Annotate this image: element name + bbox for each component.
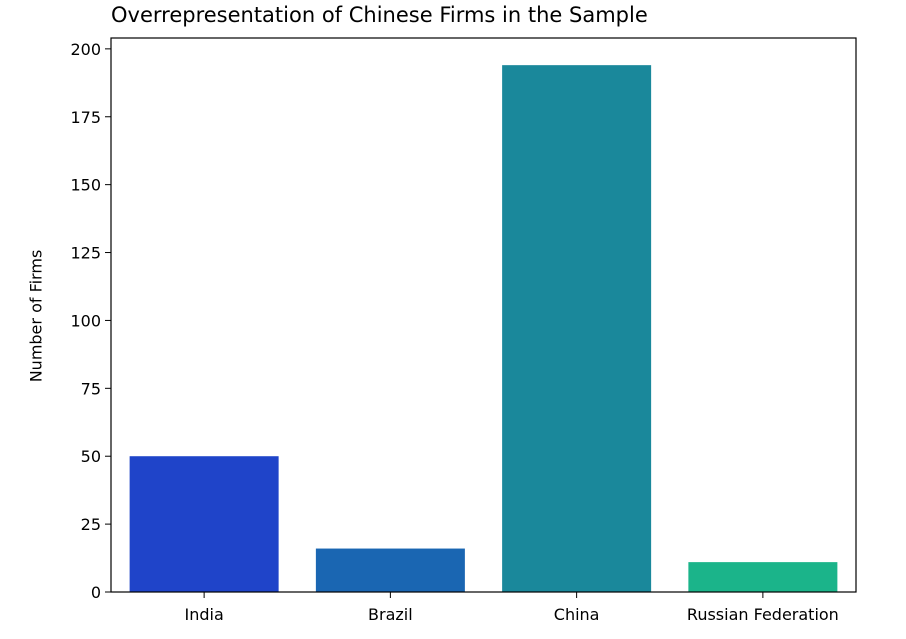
bars (129, 65, 838, 592)
chart-title: Overrepresentation of Chinese Firms in t… (111, 3, 648, 27)
x-axis-ticks: India Brazil China Russian Federation (184, 592, 839, 624)
y-tick-label: 100 (70, 311, 101, 330)
x-tick-label: Brazil (368, 605, 413, 624)
x-tick-label: China (554, 605, 600, 624)
y-tick-label: 175 (70, 108, 101, 127)
bar-china (502, 65, 652, 592)
y-tick-label: 150 (70, 176, 101, 195)
bar-russian-federation (688, 562, 838, 592)
x-tick-label: India (184, 605, 223, 624)
y-axis-ticks: 0 25 50 75 100 125 150 175 200 (70, 40, 111, 602)
y-tick-label: 25 (81, 515, 101, 534)
y-tick-label: 50 (81, 447, 101, 466)
bar-brazil (315, 548, 465, 592)
y-tick-label: 0 (91, 583, 101, 602)
bar-india (129, 456, 279, 592)
y-tick-label: 200 (70, 40, 101, 59)
y-tick-label: 75 (81, 379, 101, 398)
y-tick-label: 125 (70, 244, 101, 263)
x-tick-label: Russian Federation (687, 605, 839, 624)
plot-frame (110, 37, 857, 593)
